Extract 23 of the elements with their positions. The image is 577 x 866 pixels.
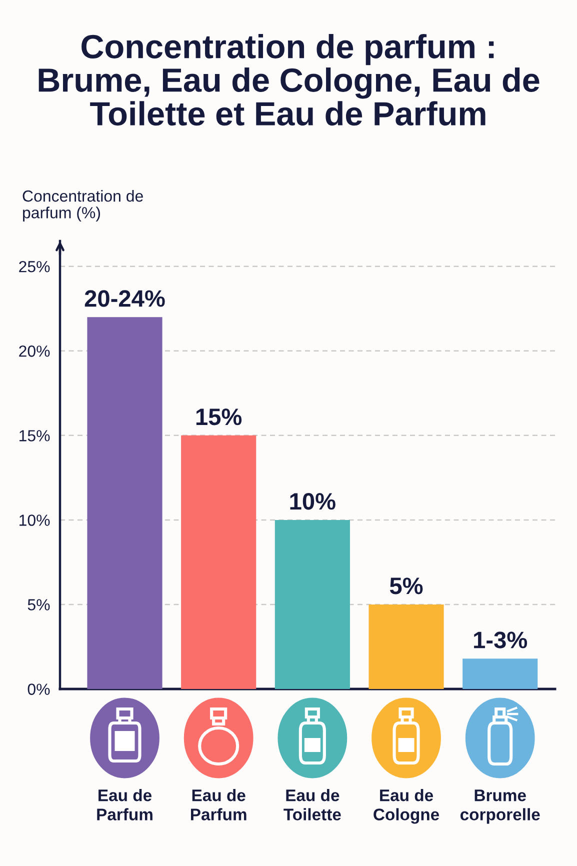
annotation: 1-3% — [474, 632, 528, 648]
data-label: 10% — [290, 493, 336, 510]
x-tick-label: Eau de Parfum — [190, 789, 246, 820]
y-tick-label: 5% — [28, 599, 50, 610]
y-tick-label: 25% — [19, 260, 50, 272]
y-tick-label: 20% — [19, 346, 50, 357]
y-axis-title: Concentration de parfum (%) — [22, 190, 143, 222]
data-label: 5% — [390, 578, 423, 594]
chart-title: Concentration de parfum : Brume, Eau de Cologne, Eau de Toilette et Eau de Parfum — [38, 34, 540, 126]
x-tick-label: Brume corporelle — [460, 790, 540, 824]
annotation: 20-24% — [84, 290, 165, 307]
bar — [274, 520, 350, 689]
bar — [368, 604, 444, 689]
x-tick-label: Eau de Toilette — [284, 789, 341, 820]
data-label: 15% — [196, 408, 242, 426]
x-tick-label: Eau de Parfum — [97, 789, 152, 820]
y-tick-label: 0% — [28, 684, 50, 695]
bar — [87, 317, 162, 689]
bar — [462, 658, 538, 689]
y-tick-label: 15% — [20, 430, 50, 442]
y-tick-label: 10% — [20, 514, 50, 526]
x-tick-label: Eau de Cologne — [374, 789, 440, 824]
bar — [181, 435, 256, 689]
